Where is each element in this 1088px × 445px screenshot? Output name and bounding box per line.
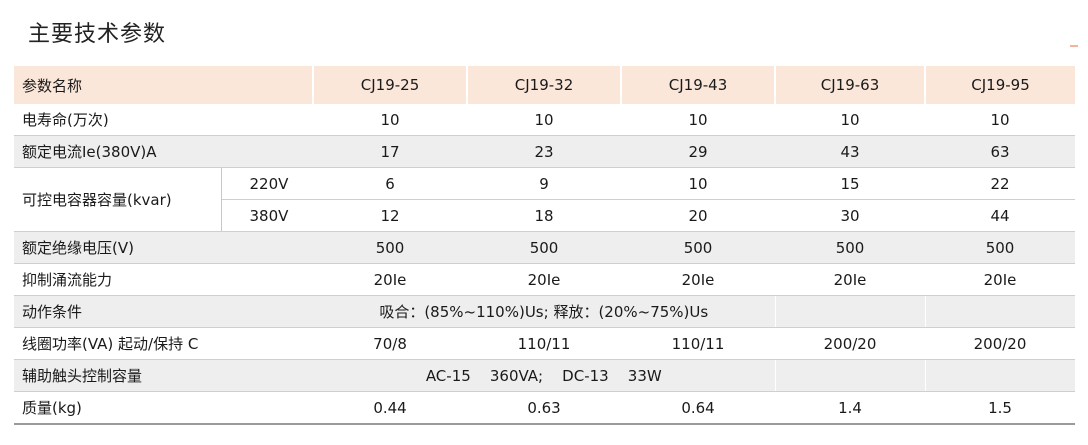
page-title: 主要技术参数 [28,22,167,47]
table-cell: 17 [313,135,468,168]
table-cell: 200/20 [775,327,926,360]
table-row: 380V 12 18 20 30 44 [14,199,1076,232]
table-cell: 6 [313,167,468,200]
table-cell: 20Ie [925,263,1076,296]
table-cell: 10 [467,104,622,136]
table-cell: 10 [621,104,776,136]
row-label: 额定绝缘电压(V) [14,231,314,264]
table-cell: 0.64 [621,391,776,425]
row-sublabel: 380V [221,199,314,232]
table-cell: 110/11 [467,327,622,360]
table-cell: 20Ie [313,263,468,296]
row-label: 质量(kg) [14,391,314,425]
table-cell: 1.4 [775,391,926,425]
table-cell: 12 [313,199,468,232]
header-model: CJ19-32 [466,66,622,104]
header-model: CJ19-25 [312,66,468,104]
table-cell: 20Ie [467,263,622,296]
header-model: CJ19-63 [774,66,926,104]
table-cell: 20Ie [775,263,926,296]
row-label: 动作条件 [14,295,314,328]
table-cell: 1.5 [925,391,1076,425]
table-cell: 18 [467,199,622,232]
table-cell-span: AC-15 360VA; DC-13 33W [313,359,776,392]
row-label: 额定电流Ie(380V)A [14,135,314,168]
table-row: 额定绝缘电压(V) 500 500 500 500 500 [14,231,1076,264]
table-cell-empty [774,359,926,392]
table-cell: 23 [467,135,622,168]
table-cell: 500 [621,231,776,264]
table-cell: 500 [313,231,468,264]
table-row: 可控电容器容量(kvar) 220V 6 9 10 15 22 [14,167,1076,232]
table-cell-empty [924,359,1076,392]
corner-accent-mark [1070,45,1078,47]
table-cell-empty [924,295,1076,328]
header-model: CJ19-43 [620,66,776,104]
table-cell-span: 吸合：(85%~110%)Us; 释放：(20%~75%)Us [313,295,776,328]
table-cell: 43 [775,135,926,168]
table-cell: 10 [775,104,926,136]
table-cell: 22 [925,167,1076,200]
table-cell: 500 [775,231,926,264]
table-cell: 20Ie [621,263,776,296]
table-row: 额定电流Ie(380V)A 17 23 29 43 63 [14,135,1076,168]
table-cell: 30 [775,199,926,232]
table-cell: 10 [621,167,776,200]
table-row: 线圈功率(VA) 起动/保持 C 70/8 110/11 110/11 200/… [14,327,1076,360]
table-cell: 70/8 [313,327,468,360]
table-row: 辅助触头控制容量 AC-15 360VA; DC-13 33W [14,359,1076,392]
table-cell-empty [774,295,926,328]
table-cell: 10 [313,104,468,136]
table-cell: 44 [925,199,1076,232]
table-cell: 63 [925,135,1076,168]
table-cell: 500 [925,231,1076,264]
table-cell: 20 [621,199,776,232]
table-row: 电寿命(万次) 10 10 10 10 10 [14,104,1076,136]
table-cell: 10 [925,104,1076,136]
header-param-name: 参数名称 [14,66,314,104]
row-label: 电寿命(万次) [14,104,314,136]
row-label: 线圈功率(VA) 起动/保持 C [14,327,314,360]
table-cell: 110/11 [621,327,776,360]
row-label: 辅助触头控制容量 [14,359,314,392]
row-sublabel: 220V [221,167,314,200]
table-cell: 500 [467,231,622,264]
table-cell: 15 [775,167,926,200]
table-header-row: 参数名称 CJ19-25 CJ19-32 CJ19-43 CJ19-63 CJ1… [14,66,1076,104]
spec-table: 参数名称 CJ19-25 CJ19-32 CJ19-43 CJ19-63 CJ1… [14,66,1076,425]
table-row: 抑制涌流能力 20Ie 20Ie 20Ie 20Ie 20Ie [14,263,1076,296]
table-cell: 9 [467,167,622,200]
table-cell: 200/20 [925,327,1076,360]
table-cell: 0.63 [467,391,622,425]
row-label: 抑制涌流能力 [14,263,314,296]
table-cell: 0.44 [313,391,468,425]
header-model: CJ19-95 [924,66,1076,104]
table-row: 动作条件 吸合：(85%~110%)Us; 释放：(20%~75%)Us [14,295,1076,328]
table-cell: 29 [621,135,776,168]
row-label: 可控电容器容量(kvar) [14,167,222,232]
table-row: 质量(kg) 0.44 0.63 0.64 1.4 1.5 [14,391,1076,425]
